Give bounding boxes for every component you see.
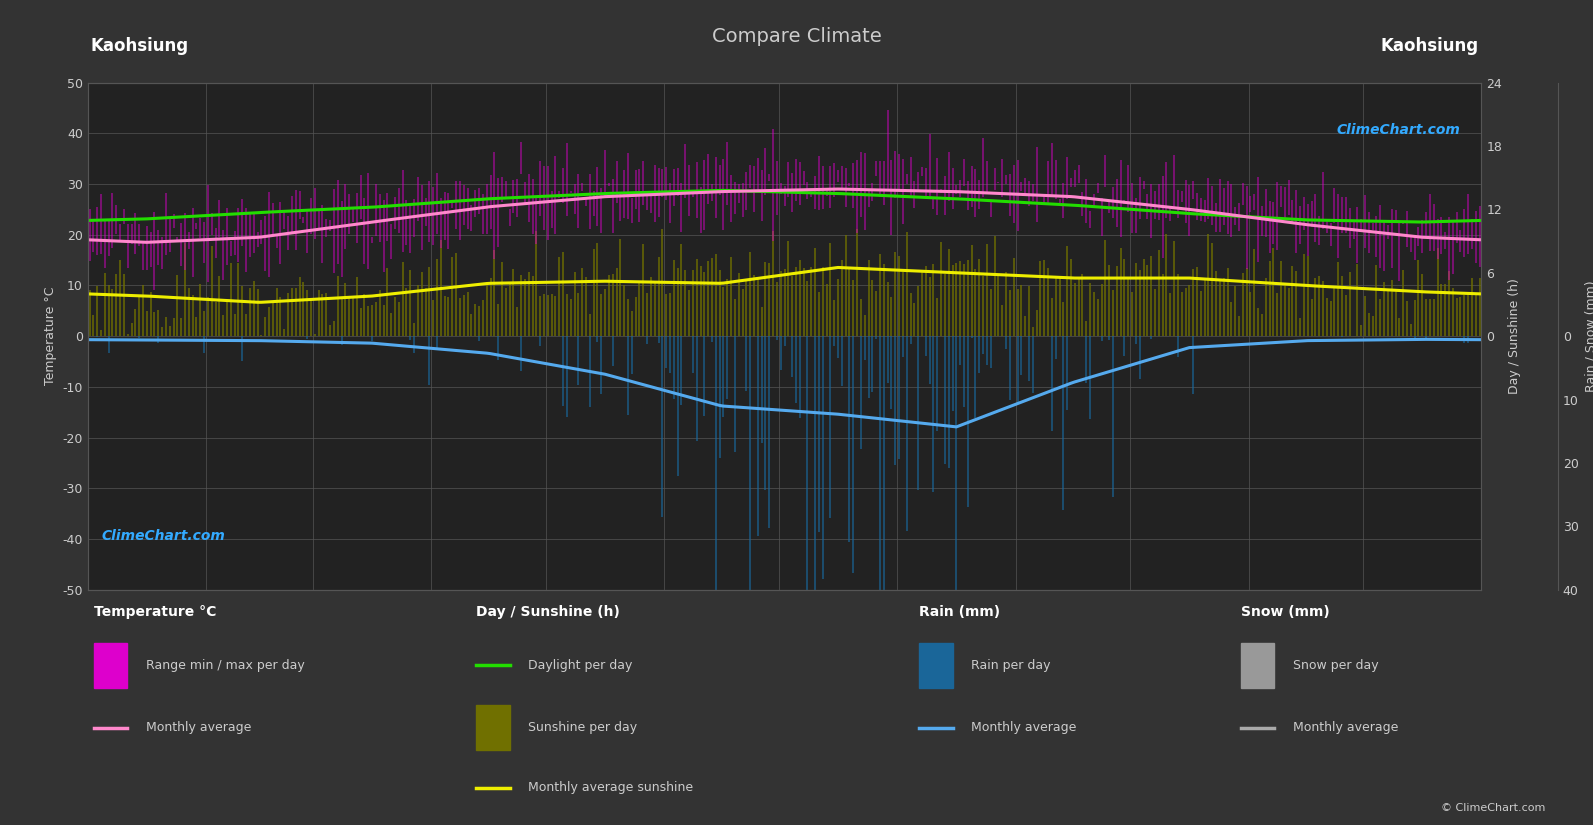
Text: Range min / max per day: Range min / max per day xyxy=(145,659,304,672)
Text: Kaohsiung: Kaohsiung xyxy=(1381,36,1478,54)
Text: Rain (mm): Rain (mm) xyxy=(919,606,1000,619)
Text: Snow (mm): Snow (mm) xyxy=(1241,606,1330,619)
Text: Kaohsiung: Kaohsiung xyxy=(91,36,188,54)
Y-axis label: Rain / Snow (mm): Rain / Snow (mm) xyxy=(1583,280,1593,392)
Text: Compare Climate: Compare Climate xyxy=(712,27,881,46)
Text: Sunshine per day: Sunshine per day xyxy=(527,721,637,734)
Text: ClimeChart.com: ClimeChart.com xyxy=(102,529,226,543)
Bar xyxy=(1241,643,1274,687)
Text: Day / Sunshine (h): Day / Sunshine (h) xyxy=(476,606,620,619)
Text: ClimeChart.com: ClimeChart.com xyxy=(1337,123,1461,137)
Text: Snow per day: Snow per day xyxy=(1292,659,1378,672)
Bar xyxy=(919,643,953,687)
Text: Daylight per day: Daylight per day xyxy=(527,659,632,672)
Text: Rain per day: Rain per day xyxy=(972,659,1051,672)
Text: Temperature °C: Temperature °C xyxy=(94,606,217,619)
Y-axis label: Temperature °C: Temperature °C xyxy=(43,287,57,385)
Text: Monthly average: Monthly average xyxy=(972,721,1077,734)
Text: Monthly average: Monthly average xyxy=(1292,721,1399,734)
Text: Monthly average: Monthly average xyxy=(145,721,252,734)
Y-axis label: Day / Sunshine (h): Day / Sunshine (h) xyxy=(1509,278,1521,394)
Bar xyxy=(94,643,127,687)
Text: © ClimeChart.com: © ClimeChart.com xyxy=(1440,803,1545,813)
Bar xyxy=(476,705,510,750)
Text: Monthly average sunshine: Monthly average sunshine xyxy=(527,781,693,794)
